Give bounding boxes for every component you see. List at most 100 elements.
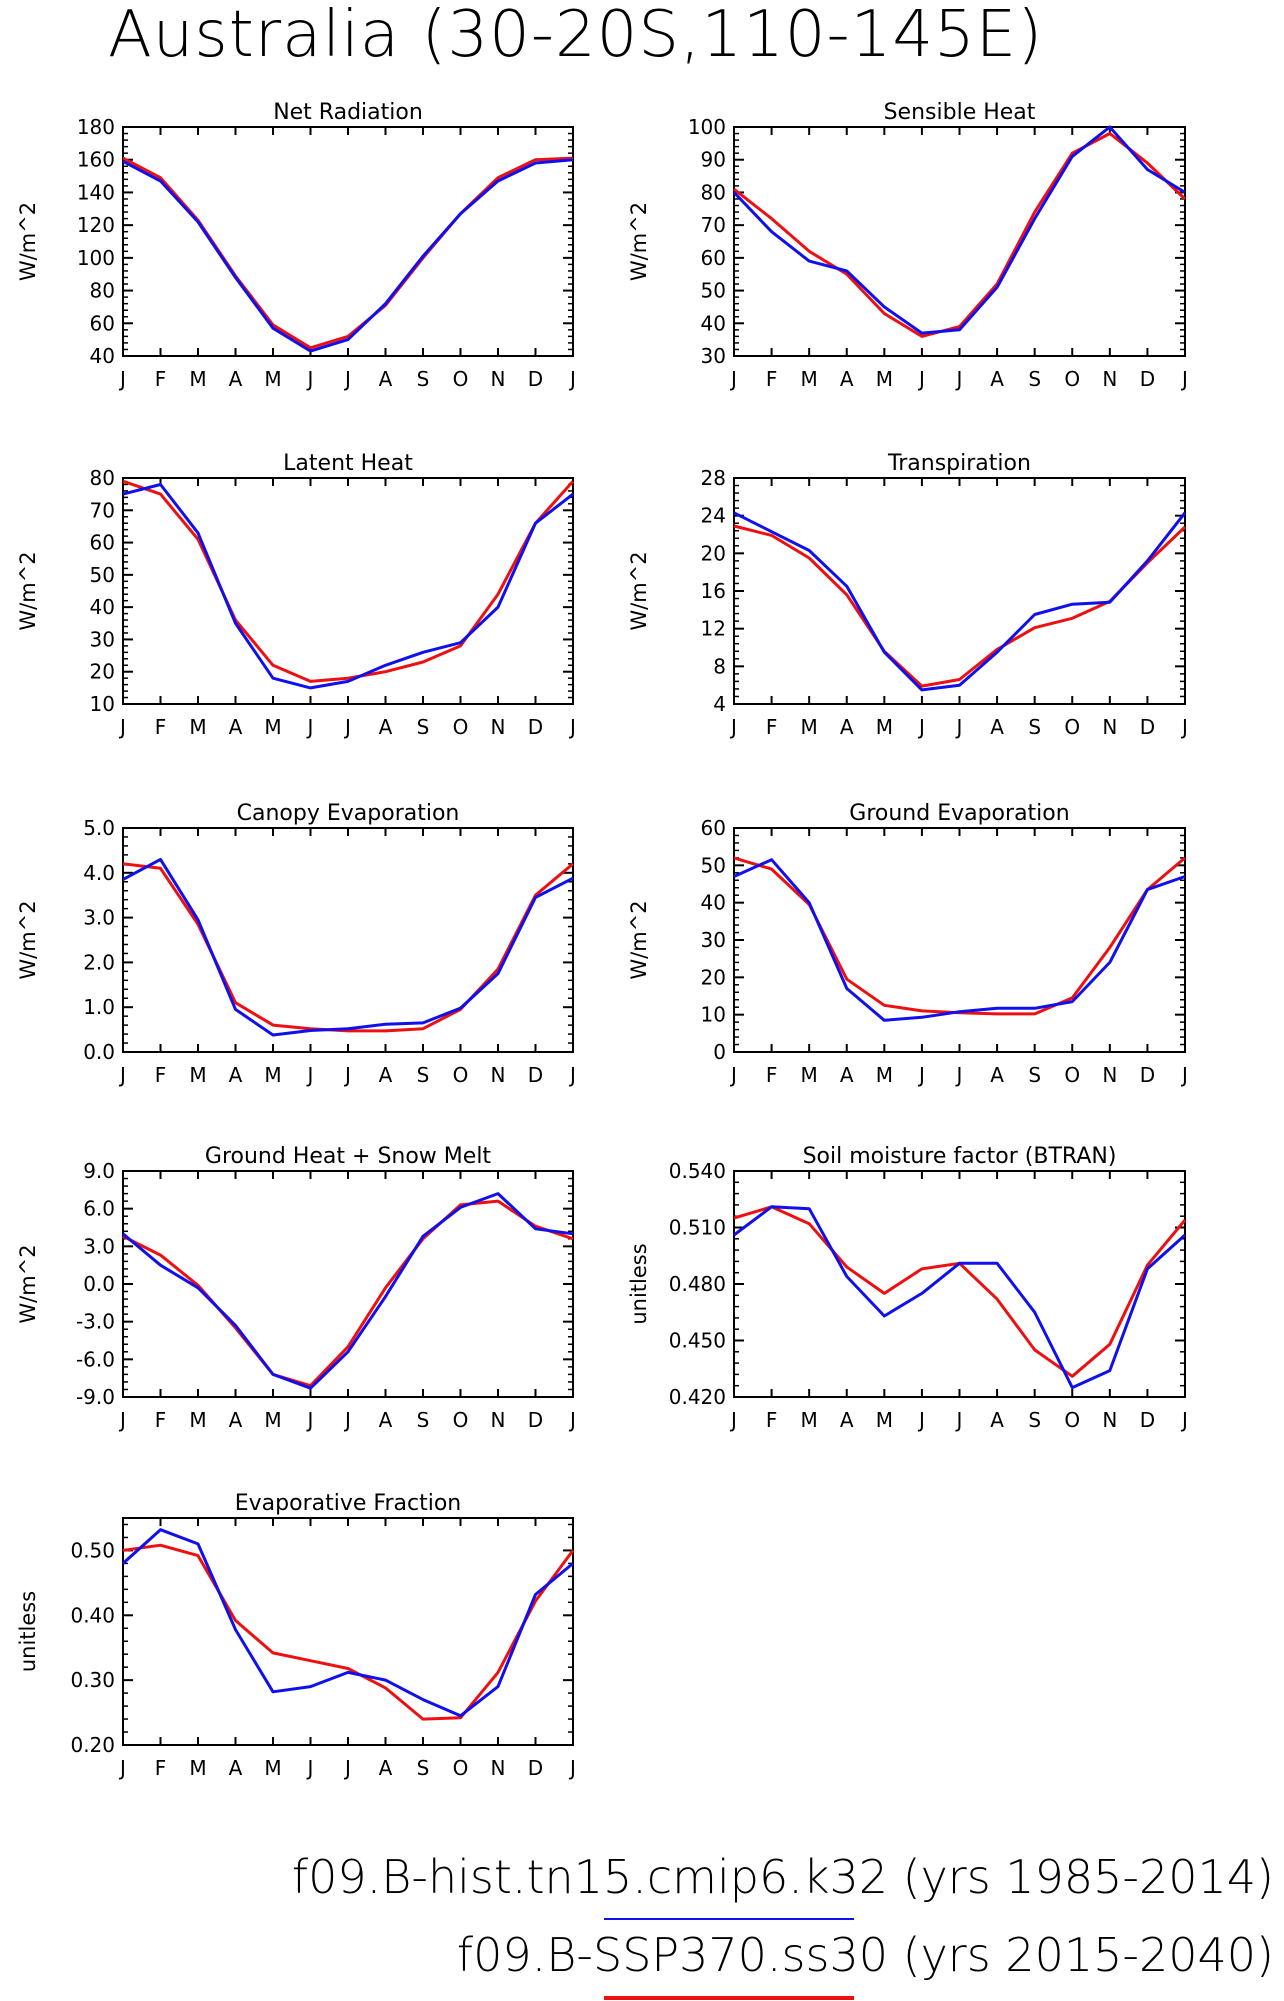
x-tick-label: O	[1064, 367, 1080, 391]
x-tick-label: M	[801, 715, 818, 739]
y-axis-label: W/m^2	[16, 1244, 40, 1323]
legend-case1-line	[604, 1918, 854, 1920]
legend-case2-label: f09.B-SSP370.ss30	[456, 1928, 889, 1982]
y-tick-label: 0.420	[669, 1385, 726, 1409]
x-tick-label: N	[1102, 715, 1117, 739]
y-tick-label: 50	[90, 563, 115, 587]
x-tick-label: M	[876, 367, 893, 391]
y-axis-label: W/m^2	[627, 900, 651, 979]
y-tick-label: 60	[90, 531, 115, 555]
y-axis-label: W/m^2	[627, 202, 651, 281]
x-tick-label: N	[1102, 367, 1117, 391]
series-line-case1	[121, 1528, 574, 1718]
legend-case1-label: f09.B-hist.tn15.cmip6.k32	[291, 1850, 889, 1904]
y-tick-label: 90	[701, 148, 726, 172]
x-tick-label: D	[528, 715, 543, 739]
series-line-case1	[122, 483, 574, 690]
x-tick-label: O	[1064, 1408, 1080, 1432]
y-tick-label: 0.510	[669, 1216, 726, 1240]
x-tick-label: S	[417, 1063, 430, 1087]
x-tick-label: A	[379, 367, 393, 391]
y-tick-label: 12	[701, 617, 726, 641]
y-tick-label: 0.40	[70, 1603, 115, 1627]
x-tick-label: N	[1102, 1408, 1117, 1432]
y-tick-label: 10	[90, 692, 115, 716]
x-tick-label: M	[189, 715, 206, 739]
y-tick-label: 60	[701, 816, 726, 840]
x-tick-label: M	[264, 715, 281, 739]
series-line-case2	[122, 1543, 575, 1721]
y-tick-label: 0.20	[70, 1733, 115, 1757]
y-tick-label: 20	[90, 660, 115, 684]
y-tick-label: 3.0	[83, 906, 115, 930]
x-tick-label: O	[453, 1756, 469, 1780]
x-tick-label: M	[876, 715, 893, 739]
y-tick-label: 9.0	[83, 1159, 115, 1183]
y-tick-label: 30	[701, 344, 726, 368]
series-line-case1	[733, 1205, 1187, 1390]
y-tick-label: 70	[701, 213, 726, 237]
panel-title: Ground Heat + Snow Melt	[205, 1144, 492, 1169]
x-tick-label: F	[766, 1063, 778, 1087]
y-axis-label: unitless	[627, 1243, 651, 1324]
panel-title: Canopy Evaporation	[237, 801, 460, 826]
series-line-case1	[122, 857, 574, 1037]
x-tick-label: D	[528, 367, 543, 391]
y-axis-label: W/m^2	[16, 202, 40, 281]
x-tick-label: J	[729, 715, 737, 739]
y-tick-label: 8	[713, 654, 726, 678]
x-tick-label: J	[568, 1756, 576, 1780]
x-tick-label: J	[729, 367, 737, 391]
x-tick-label: A	[990, 1063, 1004, 1087]
x-tick-label: M	[189, 1063, 206, 1087]
legend-case2-years: (yrs 2015-2040)	[902, 1928, 1274, 1982]
y-axis-label: W/m^2	[16, 551, 40, 630]
y-tick-label: 28	[701, 466, 726, 490]
x-tick-label: A	[229, 367, 243, 391]
series-line-case2	[122, 1199, 574, 1388]
x-tick-label: N	[491, 1756, 506, 1780]
series-line-case1	[733, 858, 1186, 1022]
x-tick-label: M	[801, 1063, 818, 1087]
series-line-case1	[122, 1192, 574, 1390]
series-line-case2	[122, 479, 575, 683]
x-tick-label: M	[264, 1408, 281, 1432]
y-tick-label: 2.0	[83, 950, 115, 974]
x-tick-label: F	[155, 1756, 167, 1780]
x-tick-label: S	[1028, 1063, 1041, 1087]
x-tick-label: J	[568, 1063, 576, 1087]
y-tick-label: 30	[90, 627, 115, 651]
x-tick-label: F	[155, 367, 167, 391]
x-tick-label: J	[343, 1756, 351, 1780]
x-tick-label: J	[343, 1063, 351, 1087]
x-tick-label: J	[729, 1408, 737, 1432]
y-tick-label: 16	[701, 579, 726, 603]
y-tick-label: 60	[701, 246, 726, 270]
x-tick-label: N	[491, 1408, 506, 1432]
y-tick-label: -6.0	[76, 1347, 115, 1371]
y-tick-label: 0.450	[669, 1329, 726, 1353]
x-tick-label: J	[917, 1408, 925, 1432]
x-tick-label: J	[1180, 1063, 1188, 1087]
legend-case1-years: (yrs 1985-2014)	[902, 1850, 1274, 1904]
x-tick-label: J	[568, 715, 576, 739]
plot-frame	[733, 126, 1186, 357]
y-tick-label: 30	[701, 928, 726, 952]
y-tick-label: 50	[701, 853, 726, 877]
x-tick-label: F	[766, 367, 778, 391]
x-tick-label: J	[917, 1063, 925, 1087]
x-tick-label: A	[840, 715, 854, 739]
series-line-case2	[122, 156, 574, 350]
x-tick-label: J	[118, 1408, 126, 1432]
y-tick-label: -3.0	[76, 1310, 115, 1334]
y-tick-label: 40	[90, 595, 115, 619]
x-tick-label: N	[491, 367, 506, 391]
x-tick-label: J	[306, 715, 314, 739]
x-tick-label: O	[1064, 1063, 1080, 1087]
x-tick-label: J	[343, 367, 351, 391]
main-title: Australia (30-20S,110-145E)	[108, 0, 1044, 72]
